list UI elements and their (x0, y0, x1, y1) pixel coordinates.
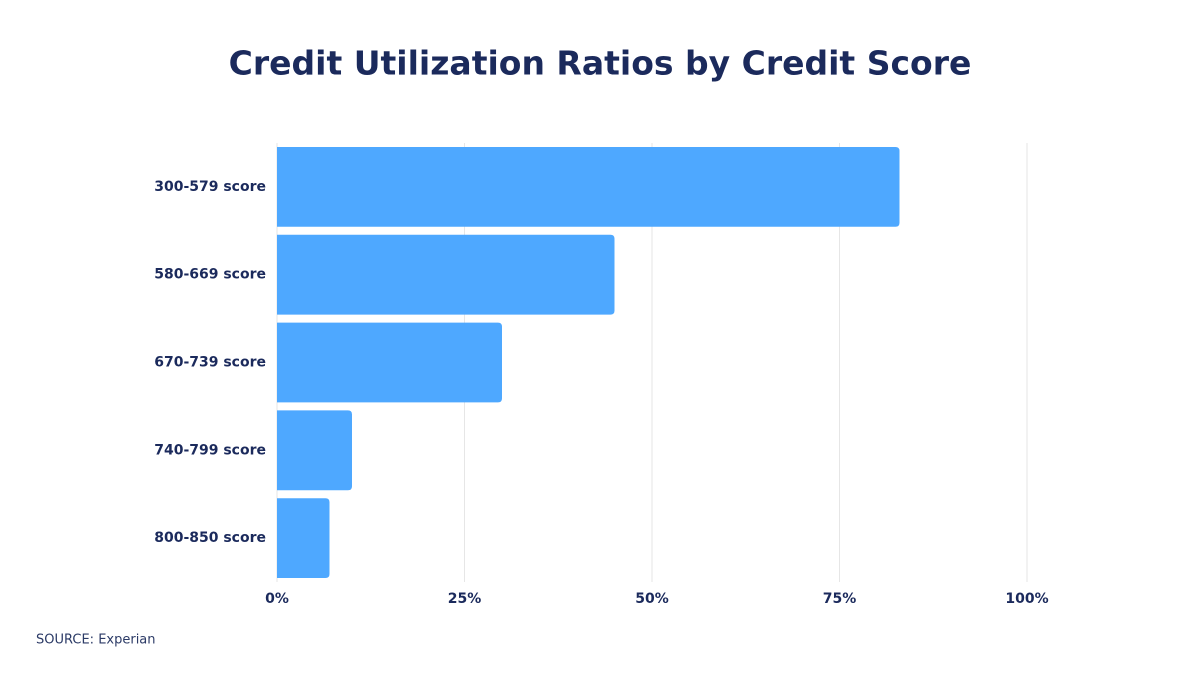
x-tick-label: 100% (1005, 591, 1048, 607)
chart-title: Credit Utilization Ratios by Credit Scor… (229, 44, 972, 83)
bar (277, 322, 502, 403)
bar (277, 410, 352, 491)
source-note: SOURCE: Experian (36, 633, 156, 648)
x-tick-label: 0% (265, 591, 289, 607)
y-tick-label: 580-669 score (154, 267, 266, 283)
bar (277, 147, 900, 227)
y-tick-label: 800-850 score (154, 530, 266, 546)
bar (277, 498, 330, 578)
x-tick-label: 50% (635, 591, 669, 607)
y-tick-label: 300-579 score (154, 179, 266, 195)
x-tick-label: 75% (823, 591, 857, 607)
bar (277, 234, 615, 315)
x-tick-label: 25% (448, 591, 482, 607)
y-tick-label: 670-739 score (154, 355, 266, 371)
y-tick-label: 740-799 score (154, 442, 266, 458)
